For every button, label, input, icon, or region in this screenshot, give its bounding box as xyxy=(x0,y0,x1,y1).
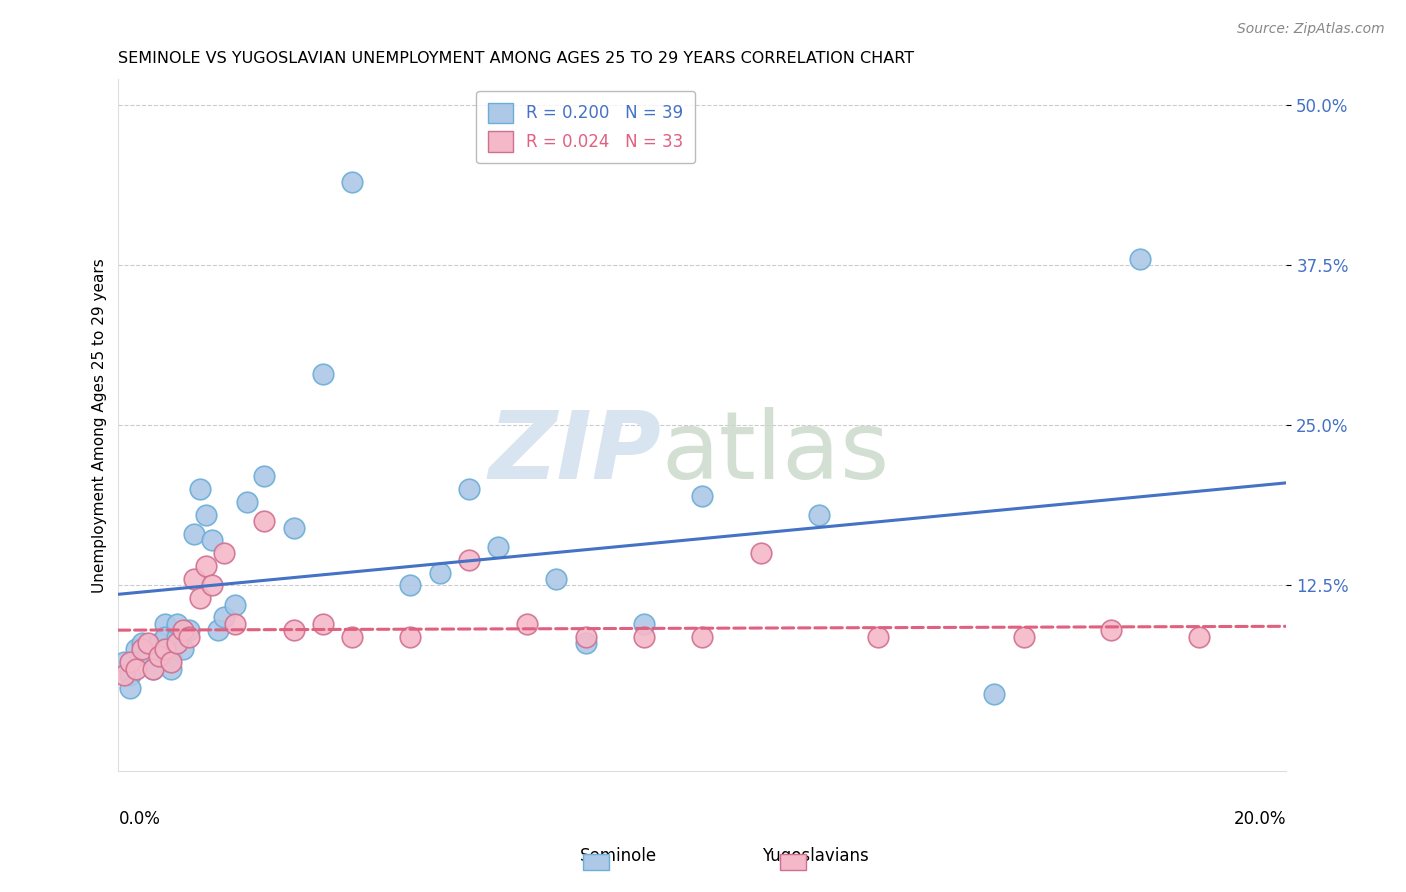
Point xyxy=(142,662,165,676)
Point xyxy=(866,630,889,644)
Point xyxy=(142,662,165,676)
Text: 0.0%: 0.0% xyxy=(118,810,160,828)
Point xyxy=(253,469,276,483)
Point xyxy=(399,630,422,644)
Point xyxy=(136,648,159,663)
Point xyxy=(575,636,598,650)
Point xyxy=(172,623,194,637)
Text: 20.0%: 20.0% xyxy=(1234,810,1286,828)
Point xyxy=(1129,252,1152,266)
Point xyxy=(153,642,176,657)
Text: Yugoslavians: Yugoslavians xyxy=(762,847,869,865)
Point xyxy=(195,559,218,574)
Point xyxy=(120,681,142,695)
Point xyxy=(283,521,305,535)
Point xyxy=(749,546,772,560)
Point xyxy=(177,623,200,637)
Point xyxy=(575,630,598,644)
Point xyxy=(160,662,183,676)
Point xyxy=(224,616,246,631)
Text: atlas: atlas xyxy=(662,407,890,499)
Point xyxy=(546,572,568,586)
Point xyxy=(172,642,194,657)
Point xyxy=(212,610,235,624)
Point xyxy=(236,495,259,509)
Point xyxy=(983,687,1005,701)
Point xyxy=(201,533,224,548)
Text: SEMINOLE VS YUGOSLAVIAN UNEMPLOYMENT AMONG AGES 25 TO 29 YEARS CORRELATION CHART: SEMINOLE VS YUGOSLAVIAN UNEMPLOYMENT AMO… xyxy=(118,51,914,66)
Point xyxy=(692,630,714,644)
Point xyxy=(131,636,153,650)
Point xyxy=(1099,623,1122,637)
Point xyxy=(224,598,246,612)
Point xyxy=(312,616,335,631)
Point xyxy=(633,630,655,644)
Point xyxy=(207,623,229,637)
Point xyxy=(188,482,211,496)
Point xyxy=(1012,630,1035,644)
Point xyxy=(112,668,135,682)
Point xyxy=(486,540,509,554)
Point xyxy=(166,630,188,644)
Text: Source: ZipAtlas.com: Source: ZipAtlas.com xyxy=(1237,22,1385,37)
Point xyxy=(136,636,159,650)
Point xyxy=(212,546,235,560)
Point xyxy=(201,578,224,592)
Point xyxy=(125,662,148,676)
Point xyxy=(183,572,205,586)
Point xyxy=(457,552,479,566)
Point xyxy=(1188,630,1211,644)
Point xyxy=(120,668,142,682)
Point xyxy=(148,648,170,663)
Point xyxy=(160,648,183,663)
Y-axis label: Unemployment Among Ages 25 to 29 years: Unemployment Among Ages 25 to 29 years xyxy=(93,258,107,592)
Point xyxy=(120,655,142,669)
Point xyxy=(125,642,148,657)
Point xyxy=(340,175,363,189)
Point xyxy=(153,616,176,631)
Point xyxy=(148,636,170,650)
Point xyxy=(312,367,335,381)
Point xyxy=(166,616,188,631)
Point xyxy=(516,616,538,631)
Point xyxy=(195,508,218,522)
Point xyxy=(692,489,714,503)
Point xyxy=(399,578,422,592)
Point xyxy=(166,636,188,650)
Point xyxy=(340,630,363,644)
Legend: R = 0.200   N = 39, R = 0.024   N = 33: R = 0.200 N = 39, R = 0.024 N = 33 xyxy=(477,91,695,163)
Point xyxy=(160,655,183,669)
Point xyxy=(808,508,831,522)
Point xyxy=(188,591,211,606)
Text: ZIP: ZIP xyxy=(489,407,662,499)
Point xyxy=(153,630,176,644)
Point xyxy=(253,514,276,528)
Point xyxy=(633,616,655,631)
Point xyxy=(112,655,135,669)
Point xyxy=(457,482,479,496)
Point xyxy=(429,566,451,580)
Point xyxy=(131,642,153,657)
Point xyxy=(283,623,305,637)
Point xyxy=(183,527,205,541)
Text: Seminole: Seminole xyxy=(581,847,657,865)
Point xyxy=(177,630,200,644)
